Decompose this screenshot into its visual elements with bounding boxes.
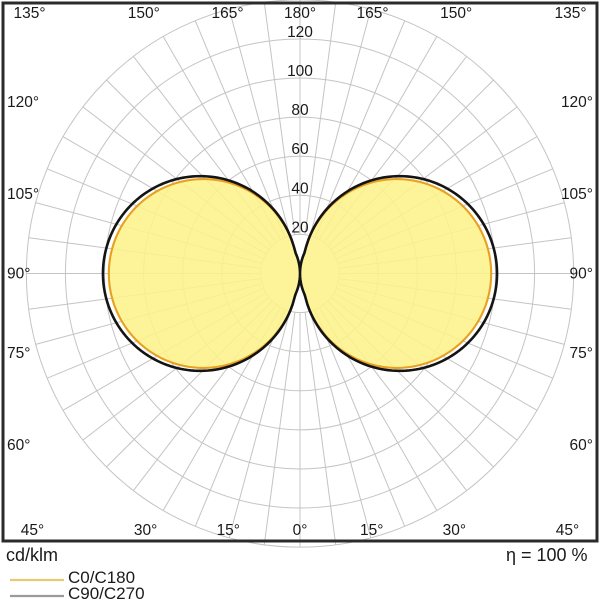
svg-text:120: 120 [287, 24, 313, 41]
svg-text:0°: 0° [293, 522, 308, 539]
svg-text:90°: 90° [7, 266, 30, 283]
svg-text:60: 60 [291, 141, 309, 158]
svg-text:60°: 60° [7, 437, 30, 454]
svg-text:180°: 180° [284, 5, 316, 22]
svg-text:135°: 135° [554, 5, 586, 22]
svg-text:75°: 75° [7, 345, 30, 362]
svg-text:75°: 75° [570, 345, 593, 362]
svg-text:20: 20 [291, 219, 309, 236]
svg-text:90°: 90° [570, 266, 593, 283]
svg-text:45°: 45° [21, 522, 44, 539]
svg-text:15°: 15° [360, 522, 383, 539]
svg-text:60°: 60° [570, 437, 593, 454]
svg-text:15°: 15° [217, 522, 240, 539]
svg-text:30°: 30° [134, 522, 157, 539]
svg-text:80: 80 [291, 102, 309, 119]
svg-text:30°: 30° [443, 522, 466, 539]
svg-text:150°: 150° [128, 5, 160, 22]
svg-text:165°: 165° [356, 5, 388, 22]
svg-text:165°: 165° [211, 5, 243, 22]
svg-text:45°: 45° [556, 522, 579, 539]
svg-text:105°: 105° [7, 186, 39, 203]
svg-text:40: 40 [291, 180, 309, 197]
svg-text:120°: 120° [7, 94, 39, 111]
svg-text:120°: 120° [561, 94, 593, 111]
svg-text:105°: 105° [561, 186, 593, 203]
svg-text:150°: 150° [440, 5, 472, 22]
svg-text:100: 100 [287, 63, 313, 80]
svg-text:135°: 135° [13, 5, 45, 22]
